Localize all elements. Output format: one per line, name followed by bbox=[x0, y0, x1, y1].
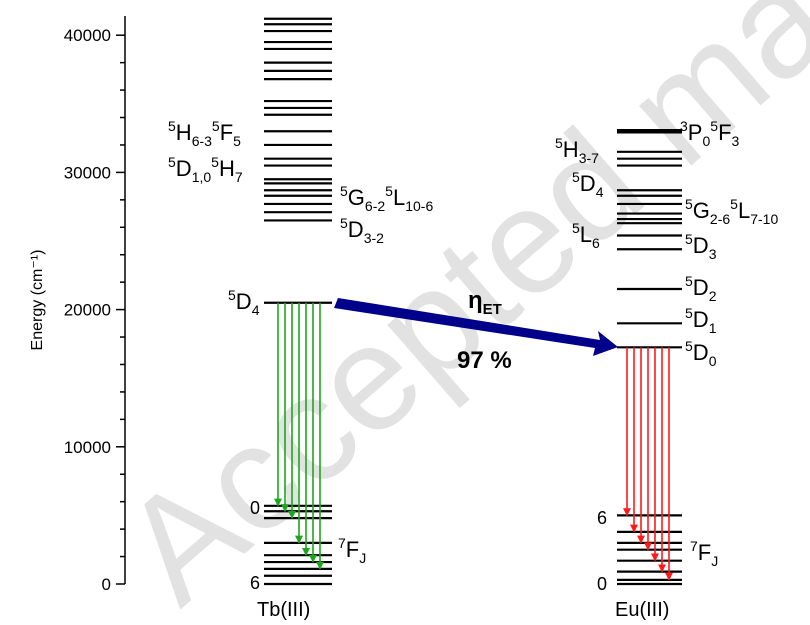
y-tick-label: 40000 bbox=[64, 26, 111, 45]
tb-label-5G6-2-5L10-6: 5G6-25L10-6 bbox=[340, 183, 433, 214]
energy-transfer-label: ηET bbox=[468, 287, 502, 318]
eta-symbol: η bbox=[468, 287, 483, 314]
tb-label-5D3-2: 5D3-2 bbox=[340, 215, 384, 246]
energy-transfer-arrow-shape bbox=[334, 298, 618, 356]
y-tick-label: 30000 bbox=[64, 163, 111, 182]
tb-label-5D1,0-5H7: 5D1,05H7 bbox=[168, 154, 243, 185]
tb-label-7FJ: 7FJ bbox=[338, 535, 366, 566]
y-tick-label: 20000 bbox=[64, 301, 111, 320]
energy-transfer-arrow bbox=[334, 298, 618, 356]
y-tick-label: 10000 bbox=[64, 438, 111, 457]
eu-multiplet-bottom: 0 bbox=[597, 574, 607, 594]
eu-label-3P0-5F3: 3P05F3 bbox=[680, 118, 740, 149]
y-axis: 0 10000 20000 30000 40000 bbox=[64, 16, 126, 594]
tb-multiplet-top: 0 bbox=[250, 498, 260, 518]
eu-label-5D0: 5D0 bbox=[685, 338, 717, 369]
eu-label-5D2: 5D2 bbox=[685, 273, 717, 304]
eu-term-labels: 3P05F3 5H3-7 5D4 5L6 5G2-65L7-10 5D3 5D2… bbox=[555, 118, 778, 569]
y-tick-label: 0 bbox=[102, 575, 111, 594]
eu-emission-arrows bbox=[623, 347, 673, 581]
tb-term-labels: 5H6-35F5 5D1,05H7 5G6-25L10-6 5D3-2 5D4 … bbox=[168, 118, 433, 566]
energy-transfer-efficiency: 97 % bbox=[457, 347, 512, 374]
tb-emission-arrows bbox=[274, 302, 324, 570]
eu-label-5G2-6-5L7-10: 5G2-65L7-10 bbox=[685, 196, 778, 227]
y-axis-label: Energy (cm⁻¹) bbox=[29, 250, 46, 351]
tb-ion-label: Tb(III) bbox=[257, 599, 310, 621]
eu-ion-label: Eu(III) bbox=[615, 599, 669, 621]
tb-multiplet-bottom: 6 bbox=[250, 573, 260, 593]
tb-label-5H6-3-5F5: 5H6-35F5 bbox=[168, 118, 241, 149]
tb-label-5D4: 5D4 bbox=[228, 287, 260, 318]
eu-label-5H3-7: 5H3-7 bbox=[555, 135, 599, 166]
eu-multiplet-top: 6 bbox=[597, 508, 607, 528]
eu-levels bbox=[617, 128, 682, 586]
eu-label-5D1: 5D1 bbox=[685, 305, 717, 336]
eu-label-5L6: 5L6 bbox=[572, 220, 600, 251]
eta-subscript: ET bbox=[483, 301, 502, 318]
eu-label-5D4: 5D4 bbox=[572, 169, 604, 200]
eu-label-7FJ: 7FJ bbox=[690, 538, 718, 569]
eu-label-5D3: 5D3 bbox=[685, 231, 717, 262]
